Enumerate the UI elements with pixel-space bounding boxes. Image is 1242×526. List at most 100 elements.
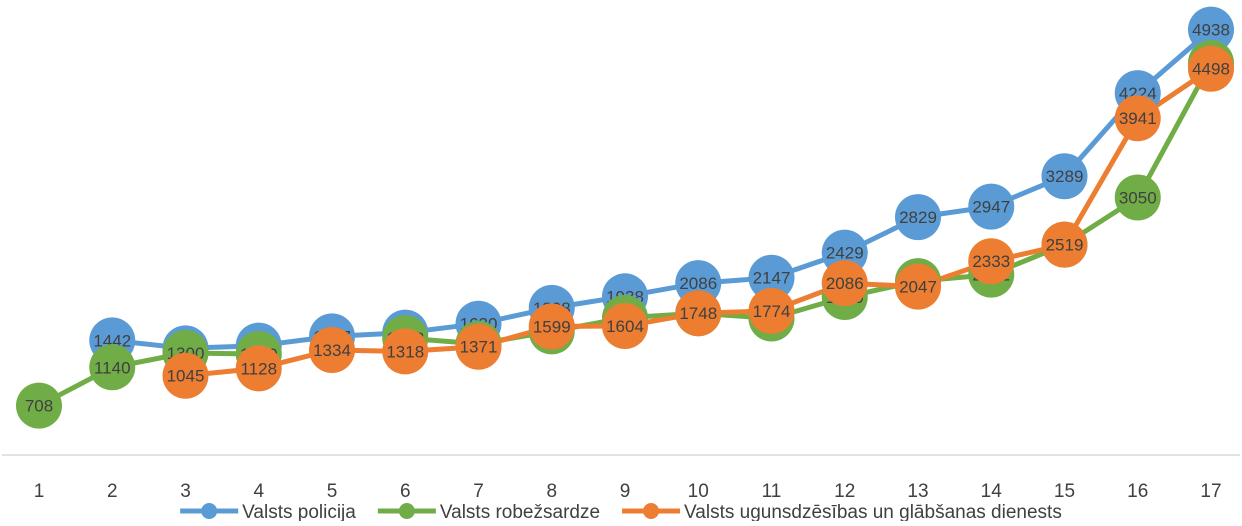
x-tick-label: 14 [981, 481, 1003, 502]
x-tick-label: 11 [762, 481, 782, 502]
data-point-valsts-ugunsdzesibas-un-glabsanas-dienests: 1318 [382, 328, 429, 375]
data-point-valsts-ugunsdzesibas-un-glabsanas-dienests: 2086 [821, 260, 868, 307]
marker-valsts-robezsardze [89, 344, 136, 391]
data-label: 2086 [679, 274, 717, 293]
data-point-valsts-ugunsdzesibas-un-glabsanas-dienests: 3941 [1114, 95, 1161, 142]
marker-valsts-ugunsdzesibas-un-glabsanas-dienests [968, 238, 1015, 285]
data-label: 3941 [1119, 109, 1157, 128]
marker-valsts-policija [968, 183, 1015, 230]
marker-valsts-policija [748, 254, 795, 301]
data-label: 2047 [899, 278, 937, 297]
marker-valsts-ugunsdzesibas-un-glabsanas-dienests [602, 303, 648, 350]
data-point-valsts-ugunsdzesibas-un-glabsanas-dienests: 2333 [968, 238, 1015, 285]
marker-valsts-policija [1188, 6, 1234, 53]
x-tick-label: 3 [180, 481, 191, 502]
x-tick-label: 9 [620, 481, 631, 502]
x-tick-label: 12 [834, 481, 855, 502]
data-point-valsts-policija: 3289 [1041, 153, 1088, 200]
data-point-valsts-ugunsdzesibas-un-glabsanas-dienests: 1599 [528, 303, 575, 350]
marker-valsts-robezsardze [16, 382, 62, 429]
data-label: 2147 [753, 269, 791, 288]
data-label: 1045 [167, 367, 205, 386]
data-point-valsts-ugunsdzesibas-un-glabsanas-dienests: 2519 [1041, 221, 1088, 268]
legend-marker [398, 503, 415, 519]
marker-valsts-robezsardze [1114, 174, 1161, 221]
data-label: 708 [25, 397, 53, 416]
data-label: 2429 [826, 244, 864, 263]
data-point-valsts-ugunsdzesibas-un-glabsanas-dienests: 1774 [748, 287, 795, 334]
marker-valsts-ugunsdzesibas-un-glabsanas-dienests [821, 260, 868, 307]
data-label: 4938 [1192, 21, 1230, 40]
marker-valsts-policija [1041, 153, 1088, 200]
x-tick-label: 10 [688, 481, 709, 502]
marker-valsts-ugunsdzesibas-un-glabsanas-dienests [382, 328, 429, 375]
legend-label: Valsts robežsardze [440, 502, 600, 521]
data-label: 2829 [899, 208, 937, 227]
x-axis-tick-labels: 1 2 3 4 5 6 7 8 9 10 11 12 13 14 15 16 17 [34, 481, 1222, 502]
data-label: 2333 [972, 252, 1010, 271]
legend-marker [643, 503, 660, 519]
x-tick-label: 6 [400, 481, 411, 502]
marker-valsts-ugunsdzesibas-un-glabsanas-dienests [675, 290, 722, 337]
marker-valsts-ugunsdzesibas-un-glabsanas-dienests [455, 323, 502, 370]
marker-valsts-ugunsdzesibas-un-glabsanas-dienests [1041, 221, 1088, 268]
marker-valsts-ugunsdzesibas-un-glabsanas-dienests [1114, 95, 1161, 142]
data-label: 1774 [753, 302, 791, 321]
data-label: 1371 [460, 338, 498, 357]
legend-label: Valsts policija [242, 502, 356, 521]
data-point-valsts-policija: 2147 [748, 254, 795, 301]
series-points: 1442135313831487152916301808193820862147… [16, 6, 1234, 429]
marker-valsts-ugunsdzesibas-un-glabsanas-dienests [748, 287, 795, 334]
data-point-valsts-policija: 4938 [1188, 6, 1234, 53]
legend-item-valsts-robezsardze: Valsts robežsardze [377, 502, 600, 523]
data-point-valsts-ugunsdzesibas-un-glabsanas-dienests: 1128 [235, 345, 282, 392]
data-label: 3050 [1119, 188, 1157, 207]
data-point-valsts-ugunsdzesibas-un-glabsanas-dienests: 4498 [1188, 45, 1234, 92]
data-point-valsts-ugunsdzesibas-un-glabsanas-dienests: 1371 [455, 323, 502, 370]
data-point-valsts-ugunsdzesibas-un-glabsanas-dienests: 2047 [895, 263, 941, 310]
data-label: 4498 [1192, 60, 1230, 79]
data-label: 1334 [313, 341, 351, 360]
data-point-valsts-robezsardze: 708 [16, 382, 62, 429]
marker-valsts-ugunsdzesibas-un-glabsanas-dienests [309, 327, 355, 374]
data-label: 2519 [1046, 236, 1084, 255]
data-point-valsts-robezsardze: 1140 [89, 344, 136, 391]
marker-valsts-ugunsdzesibas-un-glabsanas-dienests [528, 303, 575, 350]
marker-valsts-ugunsdzesibas-un-glabsanas-dienests [235, 345, 282, 392]
series-line-valsts-policija [112, 27, 1213, 351]
data-label: 1442 [93, 331, 131, 350]
x-tick-label: 5 [327, 481, 338, 502]
data-point-valsts-robezsardze: 3050 [1114, 174, 1161, 221]
series-line-valsts-robezsardze [37, 61, 1214, 408]
data-point-valsts-policija: 2947 [968, 183, 1015, 230]
data-label: 1748 [679, 304, 717, 323]
data-label: 2086 [826, 274, 864, 293]
x-tick-label: 15 [1054, 481, 1075, 502]
data-point-valsts-ugunsdzesibas-un-glabsanas-dienests: 1334 [309, 327, 355, 374]
data-label: 1128 [240, 359, 277, 378]
legend-label: Valsts ugunsdzēsības un glābšanas dienes… [684, 502, 1062, 521]
data-label: 1318 [386, 342, 424, 361]
legend-item-valsts-ugunsdzesibas-un-glabsanas-dienests: Valsts ugunsdzēsības un glābšanas dienes… [622, 502, 1062, 523]
x-tick-label: 8 [546, 481, 557, 502]
data-label: 2947 [972, 198, 1010, 217]
data-point-valsts-ugunsdzesibas-un-glabsanas-dienests: 1045 [162, 352, 209, 399]
marker-valsts-policija [895, 194, 941, 241]
x-tick-label: 16 [1127, 481, 1148, 502]
x-tick-label: 4 [253, 481, 264, 502]
data-point-valsts-policija: 2829 [895, 194, 941, 241]
x-tick-label: 17 [1200, 481, 1221, 502]
data-label: 1140 [94, 358, 131, 377]
data-label: 3289 [1046, 167, 1084, 186]
x-tick-label: 1 [34, 481, 45, 502]
legend-marker [201, 503, 218, 519]
data-point-valsts-ugunsdzesibas-un-glabsanas-dienests: 1604 [602, 303, 648, 350]
x-tick-label: 2 [107, 481, 118, 502]
legend: Valsts policija Valsts robežsardze Valsts … [180, 502, 1062, 523]
marker-valsts-ugunsdzesibas-un-glabsanas-dienests [1188, 45, 1234, 92]
series-lines [37, 27, 1214, 408]
marker-valsts-ugunsdzesibas-un-glabsanas-dienests [162, 352, 209, 399]
data-point-valsts-ugunsdzesibas-un-glabsanas-dienests: 1748 [675, 290, 722, 337]
